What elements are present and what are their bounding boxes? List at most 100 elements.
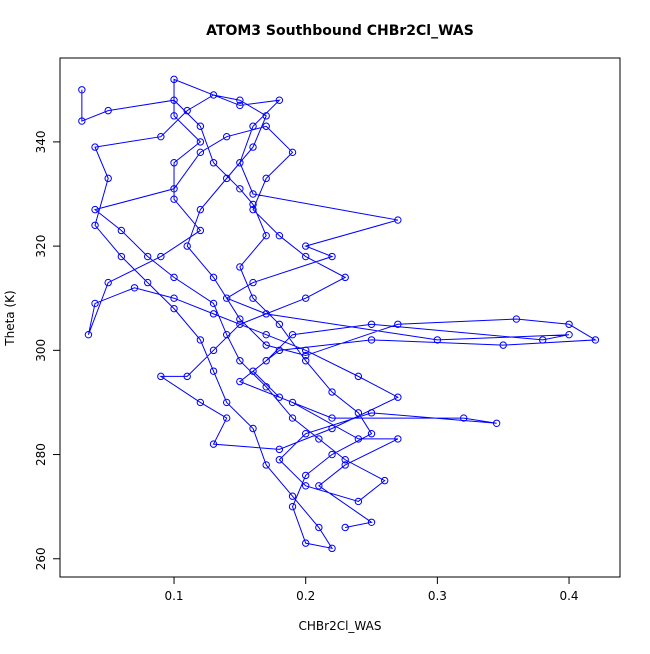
y-tick-label: 280 xyxy=(34,443,48,466)
data-point xyxy=(236,320,244,328)
data-point xyxy=(117,226,126,235)
data-point xyxy=(222,174,231,183)
data-point xyxy=(222,132,231,141)
data-point xyxy=(275,393,284,401)
data-point xyxy=(170,304,178,313)
data-point xyxy=(143,252,152,261)
data-point xyxy=(249,200,257,209)
data-point xyxy=(354,497,363,506)
data-point xyxy=(78,117,86,125)
data-point xyxy=(170,112,178,120)
data-point xyxy=(275,346,284,355)
data-point xyxy=(170,195,178,203)
data-point xyxy=(170,273,178,282)
data-point xyxy=(301,482,310,490)
data-point xyxy=(236,315,244,323)
data-point xyxy=(275,96,284,104)
data-point xyxy=(288,502,297,511)
data-point xyxy=(170,294,178,302)
data-point xyxy=(104,278,112,287)
data-point xyxy=(183,106,191,115)
data-point xyxy=(394,320,402,328)
data-point xyxy=(301,357,310,365)
data-point xyxy=(262,174,270,183)
data-point xyxy=(196,138,205,146)
data-point xyxy=(170,185,178,193)
data-point xyxy=(367,320,376,328)
data-point xyxy=(183,372,191,381)
data-point xyxy=(262,383,270,391)
data-point xyxy=(196,122,205,130)
data-point xyxy=(91,143,99,151)
data-point xyxy=(222,414,231,422)
data-point xyxy=(262,461,270,469)
data-point xyxy=(433,336,442,344)
data-point xyxy=(499,341,507,349)
data-point xyxy=(91,205,99,214)
data-point xyxy=(394,216,402,224)
data-point xyxy=(170,159,178,167)
series-line xyxy=(81,78,598,550)
data-point xyxy=(288,398,297,407)
data-point xyxy=(236,185,244,193)
y-tick-label: 300 xyxy=(34,339,48,362)
data-point xyxy=(157,132,165,141)
data-point xyxy=(354,435,363,443)
data-point xyxy=(301,252,310,261)
plot-box xyxy=(59,57,621,578)
data-point xyxy=(209,273,218,282)
y-tick-label: 320 xyxy=(34,235,48,258)
data-point xyxy=(91,299,99,308)
data-point xyxy=(275,231,284,240)
data-point xyxy=(328,450,336,459)
data-point xyxy=(288,492,297,500)
data-point xyxy=(341,456,349,464)
x-tick-label: 0.3 xyxy=(428,589,447,603)
data-point xyxy=(196,148,205,157)
data-point xyxy=(354,409,363,417)
x-tick-label: 0.4 xyxy=(559,589,578,603)
data-point xyxy=(301,471,310,480)
data-point xyxy=(591,336,600,344)
data-point xyxy=(236,159,244,167)
data-point xyxy=(170,96,178,104)
data-point xyxy=(157,252,165,261)
data-point xyxy=(381,476,389,485)
data-point xyxy=(328,424,336,433)
data-point xyxy=(341,461,349,469)
data-point xyxy=(565,320,573,328)
data-point xyxy=(196,398,205,407)
data-point xyxy=(222,330,231,339)
data-point xyxy=(288,414,297,422)
data-point xyxy=(315,482,323,490)
data-point xyxy=(117,252,126,261)
data-point xyxy=(328,544,336,553)
data-point xyxy=(328,388,336,396)
data-point xyxy=(209,440,218,448)
data-point xyxy=(84,330,93,339)
chart-title: ATOM3 Southbound CHBr2Cl_WAS xyxy=(206,23,474,39)
data-point xyxy=(262,357,270,365)
data-point xyxy=(222,294,231,302)
data-point xyxy=(315,523,323,532)
data-point xyxy=(367,409,376,417)
data-point xyxy=(539,336,547,344)
data-point xyxy=(262,112,270,120)
data-point xyxy=(196,336,205,344)
data-point xyxy=(367,430,376,438)
data-point xyxy=(367,336,376,344)
data-point xyxy=(492,419,501,427)
data-point xyxy=(301,242,310,250)
data-point xyxy=(236,357,244,365)
x-axis-label: CHBr2Cl_WAS xyxy=(299,619,382,633)
data-point xyxy=(262,122,270,130)
y-tick-label: 260 xyxy=(34,547,48,570)
data-point xyxy=(315,435,323,443)
data-point xyxy=(512,315,521,323)
data-point xyxy=(104,174,112,183)
data-point xyxy=(565,330,573,339)
data-point xyxy=(328,252,336,261)
data-point xyxy=(249,424,257,433)
data-point xyxy=(249,190,257,198)
